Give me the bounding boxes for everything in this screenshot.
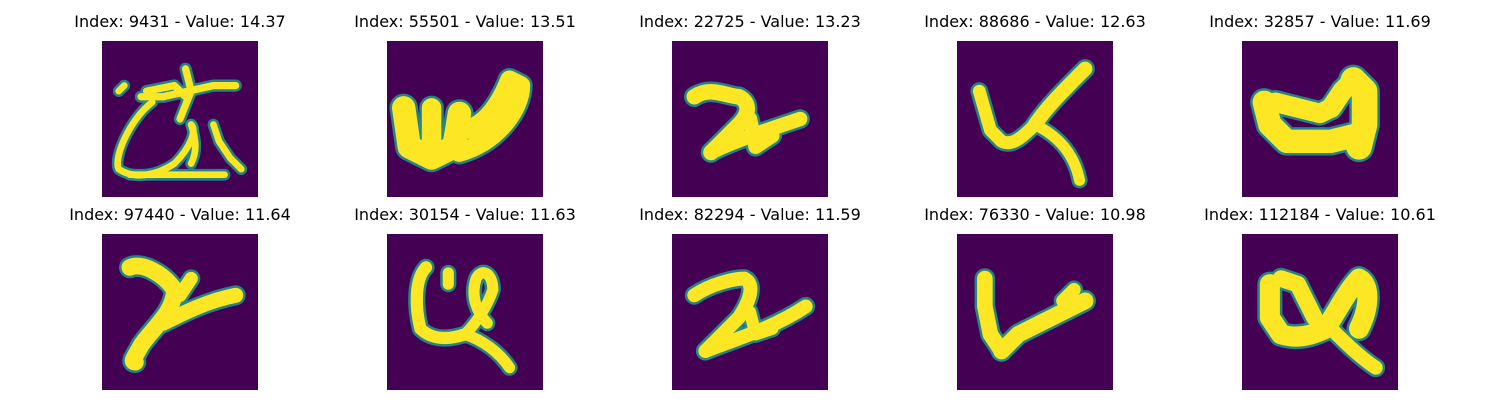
glyph-image [102,41,258,197]
panel-title: Index: 30154 - Value: 11.63 [354,205,576,224]
image-panel-5: Index: 32857 - Value: 11.69 [1209,12,1431,197]
image-panel-6: Index: 97440 - Value: 11.64 [69,205,291,390]
panel-title: Index: 32857 - Value: 11.69 [1209,12,1431,31]
glyph-image [1242,234,1398,390]
glyph-stroke [410,261,472,345]
glyph-stroke [1029,119,1086,186]
image-panel-2: Index: 55501 - Value: 13.51 [354,12,576,197]
panel-title: Index: 112184 - Value: 10.61 [1204,205,1436,224]
glyph-stroke [115,82,128,95]
glyph-image [957,234,1113,390]
glyph-image [102,234,258,390]
glyph-stroke [137,81,240,101]
image-panel-10: Index: 112184 - Value: 10.61 [1204,205,1436,390]
glyph-stroke [155,287,244,331]
glyph-stroke [1272,270,1323,326]
glyph-stroke [993,292,1094,360]
glyph-stroke [1027,61,1093,132]
glyph-image [387,41,543,197]
glyph-stroke [210,121,245,173]
glyph-stroke [418,145,445,166]
panel-title: Index: 97440 - Value: 11.64 [69,205,291,224]
glyph-stroke [449,70,531,162]
panel-title: Index: 88686 - Value: 12.63 [924,12,1146,31]
glyph-stroke [1321,69,1364,118]
glyph-stroke [687,271,758,358]
image-panel-8: Index: 82294 - Value: 11.59 [639,205,861,390]
glyph-stroke [1315,268,1378,339]
glyph-stroke [977,270,1010,359]
glyph-stroke [1056,283,1081,308]
panel-title: Index: 82294 - Value: 11.59 [639,205,861,224]
glyph-image [387,234,543,390]
glyph-stroke [1252,90,1366,153]
glyph-stroke [1324,321,1383,375]
glyph-image [957,41,1113,197]
image-panel-3: Index: 22725 - Value: 13.23 [639,12,861,197]
glyph-image [672,41,828,197]
panel-title: Index: 76330 - Value: 10.98 [924,205,1146,224]
panel-title: Index: 55501 - Value: 13.51 [354,12,576,31]
glyph-image [672,234,828,390]
glyph-stroke [187,121,199,167]
glyph-stroke [162,271,198,302]
image-panel-9: Index: 76330 - Value: 10.98 [924,205,1146,390]
glyph-image [1242,41,1398,197]
glyph-stroke [459,267,499,340]
glyph-stroke [743,305,779,341]
glyph-stroke [459,328,516,374]
image-panel-1: Index: 9431 - Value: 14.37 [70,12,290,197]
panel-title: Index: 22725 - Value: 13.23 [639,12,861,31]
image-panel-7: Index: 30154 - Value: 11.63 [354,205,576,390]
glyph-stroke [742,111,780,155]
panel-title: Index: 9431 - Value: 14.37 [74,12,286,31]
image-panel-4: Index: 88686 - Value: 12.63 [924,12,1146,197]
